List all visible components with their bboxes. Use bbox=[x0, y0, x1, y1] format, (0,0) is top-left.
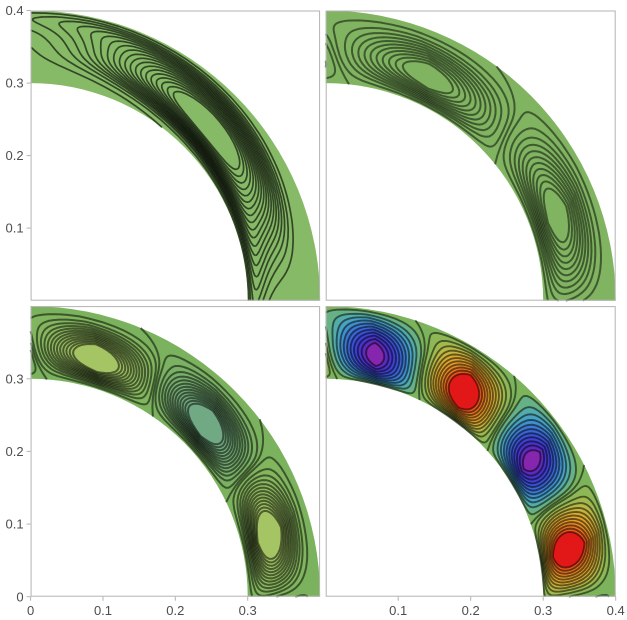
svg-text:0.1: 0.1 bbox=[389, 603, 407, 618]
svg-text:0: 0 bbox=[16, 589, 23, 604]
svg-text:0.1: 0.1 bbox=[6, 517, 24, 532]
svg-text:0.2: 0.2 bbox=[462, 603, 480, 618]
svg-text:0.3: 0.3 bbox=[6, 76, 24, 91]
svg-text:0.4: 0.4 bbox=[607, 603, 625, 618]
svg-text:0: 0 bbox=[27, 603, 34, 618]
svg-text:0.4: 0.4 bbox=[6, 3, 24, 18]
svg-text:0.3: 0.3 bbox=[239, 603, 257, 618]
svg-text:0.3: 0.3 bbox=[534, 603, 552, 618]
svg-text:0.3: 0.3 bbox=[6, 371, 24, 386]
svg-text:0.2: 0.2 bbox=[166, 603, 184, 618]
svg-text:0.2: 0.2 bbox=[6, 148, 24, 163]
svg-text:0.1: 0.1 bbox=[6, 221, 24, 236]
svg-text:0.1: 0.1 bbox=[94, 603, 112, 618]
svg-text:0.2: 0.2 bbox=[6, 444, 24, 459]
